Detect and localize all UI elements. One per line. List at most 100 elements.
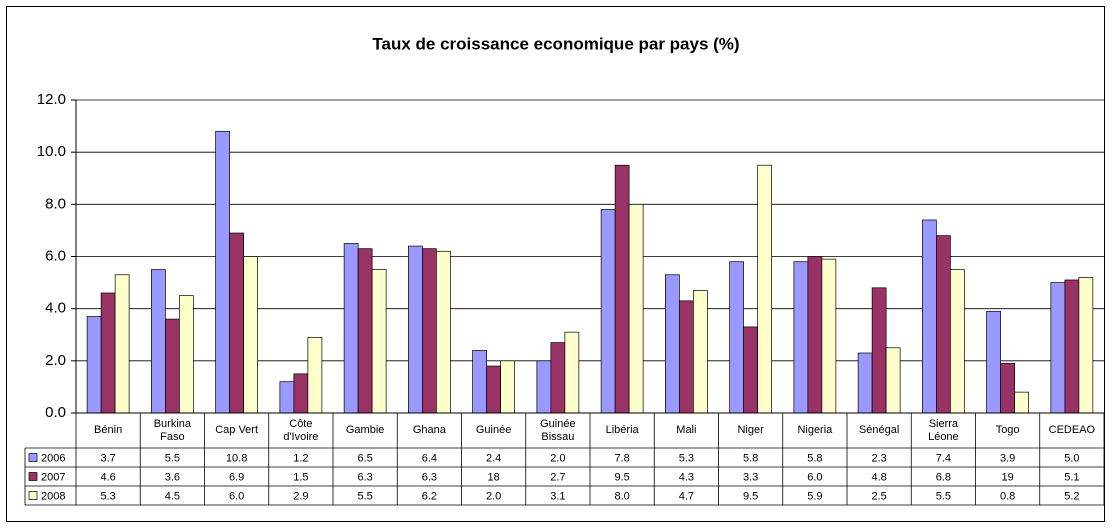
x-tick-label: Côte d'Ivoire: [283, 417, 319, 443]
bar: [436, 250, 451, 414]
bar: [1050, 282, 1066, 414]
bar: [871, 287, 887, 414]
bar: [293, 373, 309, 414]
table-value: 2.4: [486, 452, 501, 464]
x-tick-label: Sénégal: [858, 424, 900, 436]
x-label-cell: Côte d'Ivoire: [283, 417, 319, 443]
x-tick-label: Libéria: [605, 424, 639, 436]
table-value: 3.3: [743, 471, 758, 483]
table-value: 6.3: [357, 471, 372, 483]
x-label-cell: Sénégal: [858, 424, 900, 436]
bar: [486, 365, 501, 414]
bar: [550, 342, 566, 414]
bar: [986, 310, 1001, 414]
table-value: 6.3: [422, 471, 437, 483]
y-tick-label: 2.0: [45, 352, 66, 369]
table-value: 0.8: [1000, 490, 1015, 502]
y-tick-label: 10.0: [37, 143, 66, 160]
bar: [357, 248, 373, 414]
table-value: 5.3: [100, 490, 115, 502]
table-value: 6.5: [357, 452, 372, 464]
bar: [885, 347, 901, 414]
bar: [114, 274, 130, 414]
bar: [679, 300, 694, 414]
table-value: 18: [488, 471, 500, 483]
x-tick-label: Guinée Bissau: [540, 417, 576, 443]
x-tick-label: Cap Vert: [215, 424, 259, 436]
y-tick-label: 0.0: [45, 404, 66, 421]
x-tick-label: Guinée: [475, 424, 512, 436]
x-label-cell: Niger: [737, 424, 764, 436]
table-value: 2.0: [486, 490, 501, 502]
x-label-cell: Libéria: [605, 424, 639, 436]
bar: [151, 269, 166, 414]
table-value: 6.8: [936, 471, 951, 483]
table-value: 6.0: [229, 490, 244, 502]
table-value: 5.8: [807, 452, 822, 464]
y-tick-label: 4.0: [45, 300, 66, 317]
table-value: 10.8: [226, 452, 247, 464]
table-value: 4.7: [679, 490, 694, 502]
table-value: 5.0: [1064, 452, 1079, 464]
table-value: 4.6: [100, 471, 115, 483]
table-value: 5.3: [679, 452, 694, 464]
bar: [743, 326, 758, 414]
bar: [665, 274, 680, 414]
bar: [628, 203, 644, 414]
bar: [243, 256, 258, 414]
bar: [729, 261, 744, 414]
x-label-cell: Nigeria: [797, 424, 832, 436]
table-value: 2.3: [871, 452, 886, 464]
y-tick-label: 12.0: [37, 91, 66, 108]
bar: [179, 295, 194, 414]
bar: [100, 292, 116, 414]
table-value: 3.1: [550, 490, 565, 502]
x-tick-label: Gambie: [345, 424, 385, 436]
legend-label: 2008: [41, 490, 65, 502]
table-value: 9.5: [743, 490, 758, 502]
table-value: 8.0: [614, 490, 629, 502]
table-value: 19: [1002, 471, 1014, 483]
bar: [793, 261, 809, 414]
table-value: 5.8: [743, 452, 758, 464]
x-tick-label: Mali: [676, 424, 697, 436]
table-value: 4.5: [165, 490, 180, 502]
x-tick-label: Niger: [737, 424, 764, 436]
table-value: 5.5: [357, 490, 372, 502]
bar: [600, 209, 616, 414]
legend-swatch: [28, 453, 38, 462]
x-tick-label: Burkina Faso: [153, 417, 192, 443]
legend-swatch: [28, 472, 38, 481]
bar: [229, 232, 244, 414]
x-label-cell: Mali: [676, 424, 697, 436]
x-tick-label: CEDEAO: [1048, 424, 1096, 436]
table-value: 1.2: [293, 452, 308, 464]
table-value: 2.0: [550, 452, 565, 464]
x-tick-label: Bénin: [94, 424, 123, 436]
table-value: 3.6: [165, 471, 180, 483]
x-label-cell: Ghana: [412, 424, 446, 436]
bar: [564, 331, 580, 414]
table-value: 7.4: [936, 452, 951, 464]
x-label-cell: Guinée Bissau: [540, 417, 576, 443]
table-value: 6.9: [229, 471, 244, 483]
table-value: 6.0: [807, 471, 822, 483]
bar: [408, 245, 423, 414]
table-value: 6.2: [422, 490, 437, 502]
x-tick-label: Ghana: [412, 424, 446, 436]
y-tick-label: 8.0: [45, 195, 66, 212]
x-label-cell: Bénin: [94, 424, 123, 436]
bar: [857, 352, 873, 414]
bar: [86, 316, 102, 414]
bar: [472, 350, 487, 414]
legend-label: 2007: [41, 471, 65, 483]
table-value: 5.9: [807, 490, 822, 502]
x-label-cell: Gambie: [345, 424, 385, 436]
y-tick-label: 6.0: [45, 247, 66, 264]
chart-title: Taux de croissance economique par pays (…: [372, 34, 739, 53]
x-label-cell: Sierra Léone: [928, 418, 959, 443]
bar: [371, 269, 387, 414]
x-label-cell: Burkina Faso: [153, 417, 192, 443]
bar: [500, 360, 515, 414]
